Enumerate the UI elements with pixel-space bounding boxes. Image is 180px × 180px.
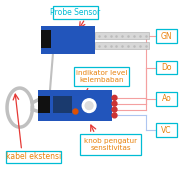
FancyBboxPatch shape <box>53 96 73 113</box>
FancyBboxPatch shape <box>6 151 61 163</box>
Text: GN: GN <box>161 32 172 41</box>
Polygon shape <box>95 42 149 49</box>
Text: Ao: Ao <box>161 94 171 103</box>
FancyBboxPatch shape <box>38 90 112 121</box>
Circle shape <box>112 101 117 106</box>
FancyBboxPatch shape <box>156 29 177 43</box>
Circle shape <box>112 107 117 112</box>
Polygon shape <box>95 32 149 39</box>
FancyBboxPatch shape <box>41 26 95 54</box>
Text: Probe Sensor: Probe Sensor <box>50 8 101 17</box>
Circle shape <box>85 102 93 110</box>
FancyBboxPatch shape <box>38 96 50 113</box>
Text: Do: Do <box>161 63 172 72</box>
FancyBboxPatch shape <box>41 30 51 48</box>
FancyBboxPatch shape <box>53 6 98 19</box>
Text: VC: VC <box>161 126 172 135</box>
Circle shape <box>73 109 78 114</box>
Text: knob pengatur
sensitivitas: knob pengatur sensitivitas <box>84 138 137 151</box>
Text: indikator level
kelembaban: indikator level kelembaban <box>76 70 127 83</box>
Text: kabel ekstensi: kabel ekstensi <box>6 152 61 161</box>
FancyBboxPatch shape <box>80 134 141 156</box>
Circle shape <box>82 99 96 112</box>
FancyBboxPatch shape <box>156 61 177 74</box>
FancyBboxPatch shape <box>156 123 177 137</box>
FancyBboxPatch shape <box>156 92 177 106</box>
Circle shape <box>112 113 117 118</box>
FancyBboxPatch shape <box>75 67 129 86</box>
Circle shape <box>112 95 117 100</box>
